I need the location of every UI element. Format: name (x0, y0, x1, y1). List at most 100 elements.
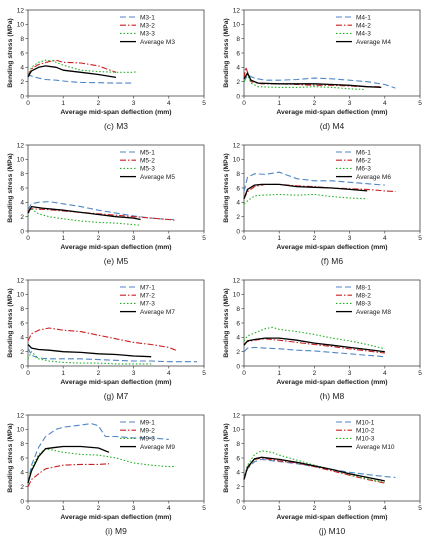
x-tick-label: 4 (383, 235, 387, 242)
y-axis-label: Bending stress (MPa) (223, 153, 230, 223)
x-tick-label: 0 (26, 100, 30, 107)
x-tick-label: 0 (242, 100, 246, 107)
plot-frame (27, 144, 205, 232)
legend-label: Average M9 (140, 444, 175, 451)
y-tick-label: 2 (20, 484, 24, 491)
x-tick-label: 5 (202, 100, 206, 107)
x-axis-label: Average mid-span deflection (mm) (60, 514, 171, 521)
x-tick-label: 4 (383, 505, 387, 512)
y-tick-label: 2 (236, 214, 240, 221)
y-tick-label: 10 (233, 292, 241, 299)
y-tick-label: 8 (236, 441, 240, 448)
series-line (243, 171, 385, 192)
y-tick-label: 12 (17, 142, 25, 149)
series-line (27, 423, 169, 484)
series-line (243, 73, 364, 91)
panel-caption: (f) M6 (321, 256, 343, 266)
legend-label: M10-2 (356, 428, 375, 435)
y-tick-label: 0 (236, 93, 240, 100)
series-line (27, 65, 117, 79)
x-tick-label: 4 (383, 370, 387, 377)
x-tick-label: 5 (418, 235, 422, 242)
series-line (27, 207, 141, 226)
x-tick-label: 2 (97, 370, 101, 377)
series-line (243, 346, 385, 358)
legend-label: Average M7 (140, 309, 175, 316)
legend-label: M9-1 (140, 419, 155, 426)
legend-label: M10-1 (356, 419, 375, 426)
x-tick-label: 3 (132, 370, 136, 377)
series-line (243, 183, 368, 200)
y-tick-label: 8 (20, 36, 24, 43)
x-tick-label: 2 (313, 100, 317, 107)
y-tick-label: 2 (20, 214, 24, 221)
x-tick-label: 1 (61, 505, 65, 512)
x-tick-label: 3 (132, 235, 136, 242)
x-tick-label: 3 (132, 100, 136, 107)
series-line (27, 327, 177, 351)
x-tick-label: 2 (97, 505, 101, 512)
y-tick-label: 10 (233, 157, 241, 164)
y-tick-label: 0 (20, 498, 24, 505)
y-tick-label: 8 (20, 306, 24, 313)
legend-label: M7-2 (140, 293, 155, 300)
x-tick-label: 1 (61, 370, 65, 377)
x-tick-label: 2 (97, 235, 101, 242)
y-tick-label: 0 (236, 498, 240, 505)
legend-label: M9-3 (140, 436, 155, 443)
x-tick-label: 4 (167, 235, 171, 242)
legend-label: Average M5 (140, 174, 175, 181)
series-line (27, 205, 141, 221)
y-axis-label: Bending stress (MPa) (7, 288, 14, 358)
y-tick-label: 12 (233, 277, 241, 284)
y-tick-label: 6 (236, 185, 240, 192)
y-tick-label: 4 (236, 65, 240, 72)
legend-label: M8-3 (356, 301, 371, 308)
legend-label: Average M10 (356, 444, 395, 451)
series-line (27, 208, 176, 221)
x-tick-label: 2 (97, 100, 101, 107)
x-tick-label: 3 (348, 100, 352, 107)
y-tick-label: 8 (236, 306, 240, 313)
y-tick-label: 6 (236, 50, 240, 57)
legend-label: M5-1 (140, 149, 155, 156)
y-tick-label: 12 (17, 7, 25, 14)
y-tick-label: 10 (17, 427, 25, 434)
legend-label: Average M4 (356, 39, 391, 46)
legend-label: M4-1 (356, 14, 371, 21)
x-tick-label: 1 (277, 370, 281, 377)
legend-label: M3-2 (140, 23, 155, 30)
series-line (243, 193, 368, 205)
legend-label: Average M6 (356, 174, 391, 181)
plot-frame (27, 9, 205, 97)
series-line (243, 337, 385, 353)
y-tick-label: 2 (236, 484, 240, 491)
legend-label: M9-2 (140, 428, 155, 435)
y-axis-label: Bending stress (MPa) (223, 423, 230, 493)
x-tick-label: 1 (277, 100, 281, 107)
y-tick-label: 4 (20, 335, 24, 342)
y-tick-label: 2 (236, 79, 240, 86)
x-tick-label: 1 (277, 235, 281, 242)
series-line (27, 344, 152, 358)
x-tick-label: 3 (348, 505, 352, 512)
y-axis-label: Bending stress (MPa) (7, 153, 14, 223)
x-tick-label: 0 (26, 505, 30, 512)
y-tick-label: 0 (236, 228, 240, 235)
x-tick-label: 5 (202, 505, 206, 512)
x-tick-label: 5 (418, 505, 422, 512)
series-line (27, 463, 110, 487)
y-tick-label: 6 (236, 320, 240, 327)
x-tick-label: 3 (348, 370, 352, 377)
y-tick-label: 4 (236, 200, 240, 207)
legend-label: M5-2 (140, 158, 155, 165)
y-axis-label: Bending stress (MPa) (7, 423, 14, 493)
x-tick-label: 1 (61, 100, 65, 107)
x-tick-label: 0 (242, 235, 246, 242)
y-tick-label: 10 (17, 292, 25, 299)
